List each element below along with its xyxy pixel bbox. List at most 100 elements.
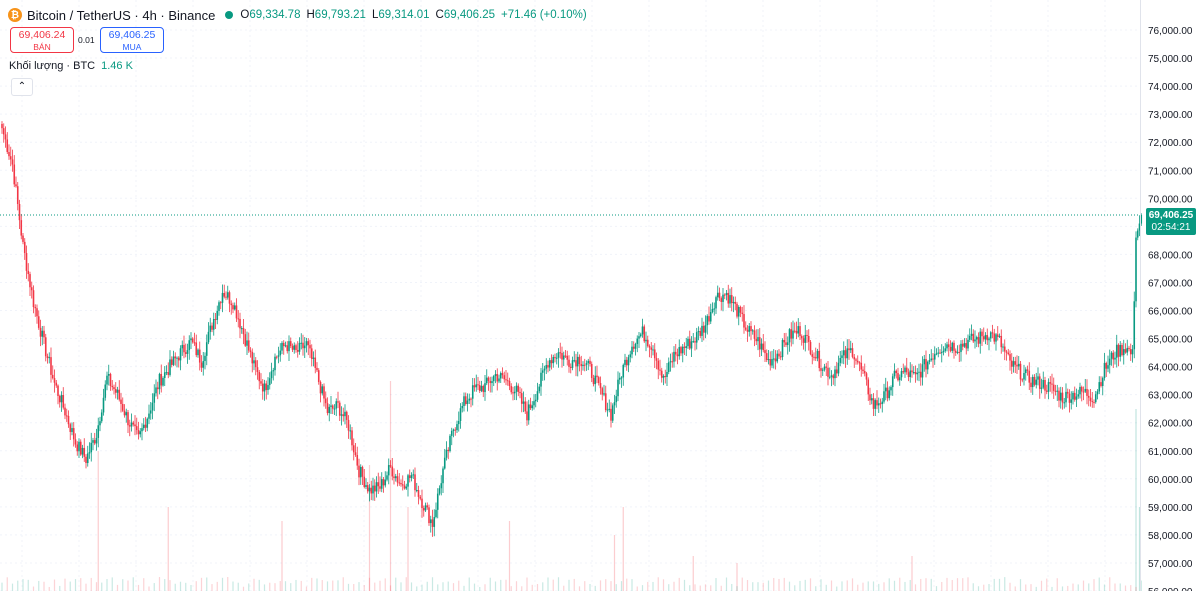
volume-bar [752,582,754,591]
candle-body [466,400,469,404]
candle-body [107,373,110,376]
candle-body [335,401,338,409]
volume-bar [746,580,749,591]
volume-bar [1140,580,1142,591]
volume-bar [305,586,308,591]
candle-body [9,156,12,160]
candle-body [454,429,457,431]
candle-body [828,376,831,378]
candle-body [456,424,458,431]
candle-body [256,367,259,373]
volume-bar [930,578,932,591]
sell-button[interactable]: 69,406.24 BÁN [10,27,74,53]
collapse-legend-button[interactable]: ⌃ [11,78,33,96]
buy-label: MUA [122,42,142,52]
volume-bar [536,584,539,591]
candle-body [746,329,749,332]
candle-body [940,352,943,354]
candle-body [319,381,322,394]
candle-body [414,474,416,491]
candle-body [841,355,843,358]
volume-bar [111,577,113,591]
candle-body [183,344,185,353]
candle-body [443,457,446,469]
buy-button[interactable]: 69,406.25 MUA [100,27,164,53]
candle-body [1033,376,1036,385]
candle-body [125,412,128,416]
candle-body [326,403,329,414]
candle-body [1079,386,1081,395]
candle-body [118,389,121,400]
candle-body [869,394,871,401]
candle-body [725,292,728,295]
volume-bar [1,582,3,591]
candle-body [576,356,579,367]
candle-body [356,455,359,466]
candle-body [403,485,406,489]
candle-body [751,330,754,332]
candle-body [961,343,964,347]
candle-body [249,350,252,352]
symbol-title[interactable]: Bitcoin / TetherUS · 4h · Binance [27,7,216,23]
candle-body [163,372,166,378]
candle-body [429,519,432,524]
candle-body [72,428,75,440]
candle-body [1030,382,1032,388]
volume-bar [248,583,250,591]
candle-body [907,372,910,378]
candle-body [613,402,616,406]
candle-body [1124,349,1127,353]
candle-body [41,330,44,337]
volume-bar [405,577,407,591]
candle-body [582,364,584,367]
candle-body [550,360,553,364]
candle-body [277,355,280,357]
volume-bar [857,584,859,591]
candle-body [303,345,306,349]
volume-bar [500,579,502,591]
price-tick-label: 61,000.00 [1148,447,1193,458]
volume-bar [515,581,518,591]
candle-body [662,376,665,378]
candle-body [1100,382,1102,386]
volume-bar [967,577,969,591]
candle-body [986,335,989,341]
volume-bar [1109,577,1111,591]
candle-body [879,403,882,405]
market-status-dot [225,11,234,19]
candle-body [813,356,815,358]
candle-body [128,425,131,427]
candle-body [793,330,796,332]
candle-body [499,373,502,379]
candle-body [1121,345,1123,356]
candle-body [251,351,254,364]
volume-bar [977,586,980,591]
candle-body [928,359,931,362]
candle-body [25,253,28,271]
price-axis[interactable]: 76,000.00 75,000.00 74,000.00 73,000.00 72,0… [1148,26,1193,596]
volume-legend[interactable]: Khối lượng · BTC 1.46 K [9,60,133,72]
candle-body [1101,378,1104,386]
volume-bar [1040,580,1043,591]
candle-body [23,241,26,254]
candle-body [515,385,518,392]
candle-body [734,301,737,304]
candle-body [386,475,388,480]
candle-body [953,342,955,351]
candle-body [1110,352,1113,359]
candle-body [1119,345,1122,357]
candle-body [972,333,975,342]
volume-bar [951,579,953,591]
volume-bar [1067,585,1069,591]
candle-body [120,399,122,404]
price-tick-label: 56,000.00 [1148,587,1193,591]
candle-body [284,345,287,347]
candle-body [932,358,934,360]
last-price-label: 69,406.25 [1149,210,1194,221]
volume-bar [594,585,596,591]
candle-body [123,410,126,416]
candle-body [909,370,912,378]
candle-body [1049,382,1052,384]
